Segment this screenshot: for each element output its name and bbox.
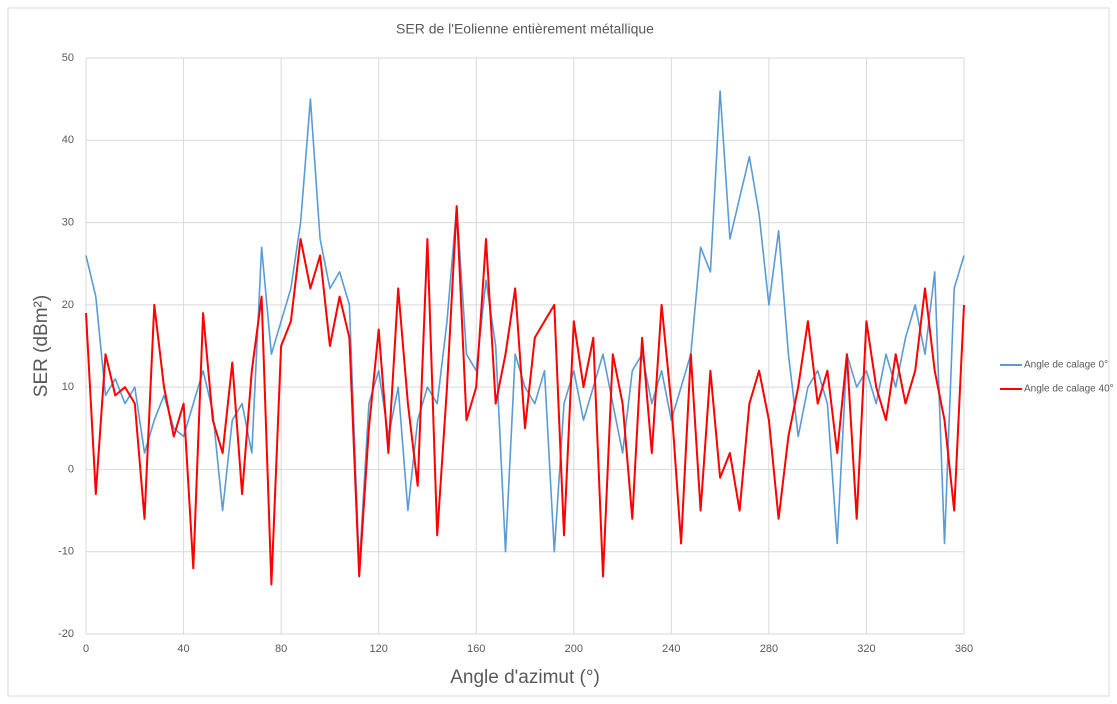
legend-label: Angle de calage 40° [1024,384,1114,395]
y-tick-label: 30 [62,216,74,228]
x-tick-label: 80 [275,643,287,655]
x-tick-label: 200 [565,643,583,655]
chart-frame [7,7,1110,697]
y-tick-label: -10 [58,546,74,558]
y-tick-label: 40 [62,134,74,146]
y-tick-label: 0 [68,463,74,475]
x-tick-label: 120 [369,643,387,655]
y-tick-label: 20 [62,299,74,311]
chart-title: SER de l'Eolienne entièrement métallique [396,21,654,37]
x-tick-label: 160 [467,643,485,655]
x-tick-label: 0 [83,643,89,655]
data-line [85,205,965,586]
y-tick-label: 10 [62,381,74,393]
x-tick-label: 320 [857,643,875,655]
x-tick-label: 240 [662,643,680,655]
y-tick-label: -20 [58,628,74,640]
data-line [85,90,965,569]
y-tick-label: 50 [62,52,74,64]
x-axis-label: Angle d'azimut (°) [450,667,600,688]
x-tick-label: 360 [955,643,973,655]
y-axis-label: SER (dBm²) [31,295,52,397]
x-tick-label: 40 [177,643,189,655]
x-tick-label: 280 [760,643,778,655]
legend-label: Angle de calage 0° [1024,360,1108,371]
